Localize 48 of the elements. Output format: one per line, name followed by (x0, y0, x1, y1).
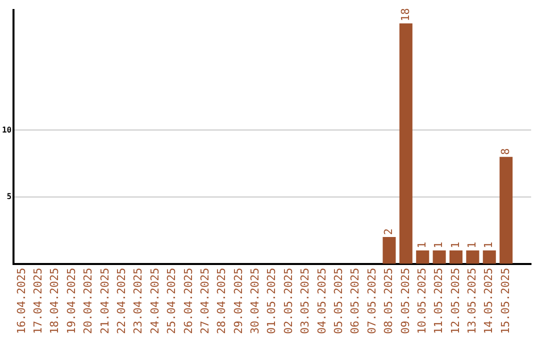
bar (432, 250, 446, 264)
x-tick-label: 04.05.2025 (315, 268, 328, 334)
x-tick-label: 15.05.2025 (498, 268, 512, 334)
x-tick-label: 10.05.2025 (415, 268, 428, 334)
x-tick-label: 27.04.2025 (198, 268, 212, 334)
x-tick-label: 12.05.2025 (448, 268, 462, 334)
x-tick-label: 23.04.2025 (132, 268, 145, 334)
data-label: 1 (432, 242, 446, 248)
data-label: 2 (382, 228, 396, 236)
bar (382, 237, 396, 264)
data-label: 1 (448, 242, 462, 248)
data-label: 1 (415, 242, 428, 248)
x-tick-label: 14.05.2025 (482, 268, 496, 334)
data-label: 1 (466, 242, 479, 248)
x-tick-label: 11.05.2025 (432, 268, 446, 334)
x-tick-label: 21.04.2025 (98, 268, 112, 334)
x-tick-label: 17.04.2025 (32, 268, 45, 334)
x-tick-label: 08.05.2025 (382, 268, 396, 334)
bar (416, 250, 430, 264)
data-label: 1 (482, 242, 496, 248)
x-tick-label: 28.04.2025 (215, 268, 228, 334)
x-tick-label: 16.04.2025 (14, 268, 28, 334)
x-tick-label: 29.04.2025 (232, 268, 245, 334)
bar (466, 250, 480, 264)
x-tick-label: 18.04.2025 (48, 268, 62, 334)
x-tick-label: 05.05.2025 (332, 268, 346, 334)
x-tick-label: 22.04.2025 (114, 268, 128, 334)
data-label: 18 (398, 8, 412, 22)
bar (500, 156, 513, 264)
x-tick-label: 30.04.2025 (248, 268, 262, 334)
bar (482, 250, 496, 264)
x-tick-label: 02.05.2025 (282, 268, 295, 334)
x-tick-label: 20.04.2025 (82, 268, 95, 334)
bar (449, 250, 463, 264)
x-tick-label: 06.05.2025 (348, 268, 362, 334)
x-tick-label: 19.04.2025 (64, 268, 78, 334)
data-label: 8 (498, 148, 512, 155)
x-tick-label: 07.05.2025 (365, 268, 378, 334)
y-tick-label: 10 (2, 125, 12, 134)
x-tick-label: 13.05.2025 (466, 268, 479, 334)
x-tick-label: 26.04.2025 (182, 268, 195, 334)
x-tick-label: 09.05.2025 (398, 268, 412, 334)
y-tick-label: 5 (6, 192, 12, 202)
x-tick-label: 01.05.2025 (265, 268, 278, 334)
x-tick-label: 24.04.2025 (148, 268, 162, 334)
bar (399, 23, 412, 264)
x-tick-label: 25.04.2025 (165, 268, 178, 334)
x-tick-label: 03.05.2025 (298, 268, 312, 334)
